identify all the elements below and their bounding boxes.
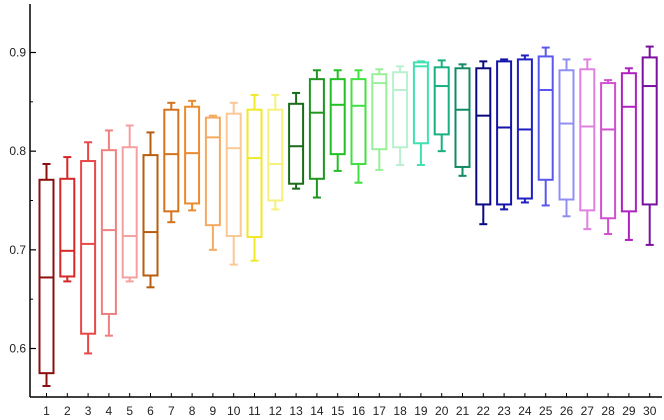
- box-16: [350, 69, 367, 184]
- x-tick-label: 25: [539, 404, 553, 418]
- x-tick-label: 4: [106, 404, 113, 418]
- x-tick-label: 17: [373, 404, 387, 418]
- x-tick-label: 23: [497, 404, 511, 418]
- box-iqr: [225, 112, 242, 238]
- box-25: [537, 46, 554, 207]
- box-13: [288, 91, 305, 190]
- box-6: [142, 131, 159, 289]
- box-iqr: [620, 72, 637, 213]
- y-tick-label: 0.8: [9, 144, 26, 158]
- box-26: [558, 58, 575, 218]
- box-iqr: [537, 55, 554, 181]
- x-tick-label: 27: [581, 404, 595, 418]
- box-15: [329, 69, 346, 172]
- x-tick-label: 1: [43, 404, 50, 418]
- x-tick-label: 29: [622, 404, 636, 418]
- box-9: [204, 114, 221, 251]
- x-tick-label: 22: [477, 404, 491, 418]
- box-iqr: [579, 68, 596, 212]
- x-axis: 1 2 3 4 5 6 7 8 9 10 11 12 13 14 15 16 17 18 19 20 21 22 23 24 2…: [30, 393, 662, 418]
- y-tick-label: 0.6: [9, 342, 26, 356]
- box-11: [246, 93, 263, 262]
- box-iqr: [412, 61, 429, 145]
- box-3: [80, 141, 97, 355]
- box-12: [267, 93, 284, 211]
- box-10: [225, 101, 242, 266]
- box-21: [454, 63, 471, 177]
- box-series: [38, 45, 658, 387]
- box-iqr: [454, 67, 471, 168]
- x-tick-label: 21: [456, 404, 470, 418]
- box-19: [412, 60, 429, 166]
- box-iqr: [204, 116, 221, 227]
- x-tick-label: 19: [414, 404, 428, 418]
- x-tick-label: 28: [601, 404, 615, 418]
- box-1: [38, 162, 55, 387]
- x-tick-label: 5: [126, 404, 133, 418]
- box-iqr: [163, 108, 180, 213]
- box-22: [475, 60, 492, 226]
- box-24: [516, 54, 533, 204]
- box-iqr: [641, 56, 658, 206]
- box-20: [433, 59, 450, 153]
- x-tick-label: 16: [352, 404, 366, 418]
- x-tick-label: 18: [393, 404, 407, 418]
- box-27: [579, 58, 596, 231]
- box-iqr: [371, 73, 388, 151]
- box-17: [371, 68, 388, 171]
- x-tick-label: 13: [289, 404, 303, 418]
- y-tick-label: 0.9: [9, 46, 26, 60]
- box-iqr: [80, 160, 97, 335]
- box-iqr: [288, 102, 305, 185]
- x-tick-label: 12: [269, 404, 283, 418]
- box-18: [392, 65, 409, 166]
- box-7: [163, 101, 180, 224]
- box-2: [59, 156, 76, 283]
- box-8: [184, 99, 201, 212]
- box-iqr: [246, 108, 263, 239]
- box-iqr: [100, 149, 117, 315]
- box-iqr: [496, 60, 513, 206]
- x-tick-label: 30: [643, 404, 657, 418]
- box-29: [620, 67, 637, 241]
- x-tick-label: 8: [189, 404, 196, 418]
- box-4: [100, 129, 117, 337]
- box-iqr: [350, 78, 367, 165]
- box-iqr: [59, 177, 76, 278]
- box-iqr: [184, 105, 201, 205]
- box-iqr: [558, 69, 575, 201]
- x-tick-label: 3: [85, 404, 92, 418]
- x-tick-label: 15: [331, 404, 345, 418]
- box-5: [121, 124, 138, 283]
- x-tick-label: 2: [64, 404, 71, 418]
- box-iqr: [329, 78, 346, 156]
- x-tick-label: 9: [210, 404, 217, 418]
- box-28: [600, 79, 617, 236]
- x-tick-label: 20: [435, 404, 449, 418]
- box-30: [641, 45, 658, 246]
- x-tick-label: 11: [248, 404, 261, 418]
- x-tick-label: 10: [227, 404, 241, 418]
- box-iqr: [308, 78, 325, 180]
- box-23: [496, 58, 513, 211]
- box-iqr: [475, 67, 492, 206]
- box-iqr: [121, 146, 138, 279]
- x-tick-label: 7: [168, 404, 175, 418]
- x-tick-label: 6: [147, 404, 154, 418]
- box-iqr: [600, 82, 617, 220]
- x-tick-label: 26: [560, 404, 574, 418]
- x-tick-label: 24: [518, 404, 532, 418]
- box-iqr: [267, 108, 284, 202]
- y-tick-label: 0.7: [9, 243, 26, 257]
- box-iqr: [433, 66, 450, 136]
- y-axis: 0.6 0.7 0.8 0.9: [9, 4, 36, 397]
- x-tick-label: 14: [310, 404, 324, 418]
- box-14: [308, 69, 325, 199]
- box-iqr: [142, 154, 159, 277]
- box-iqr: [392, 71, 409, 149]
